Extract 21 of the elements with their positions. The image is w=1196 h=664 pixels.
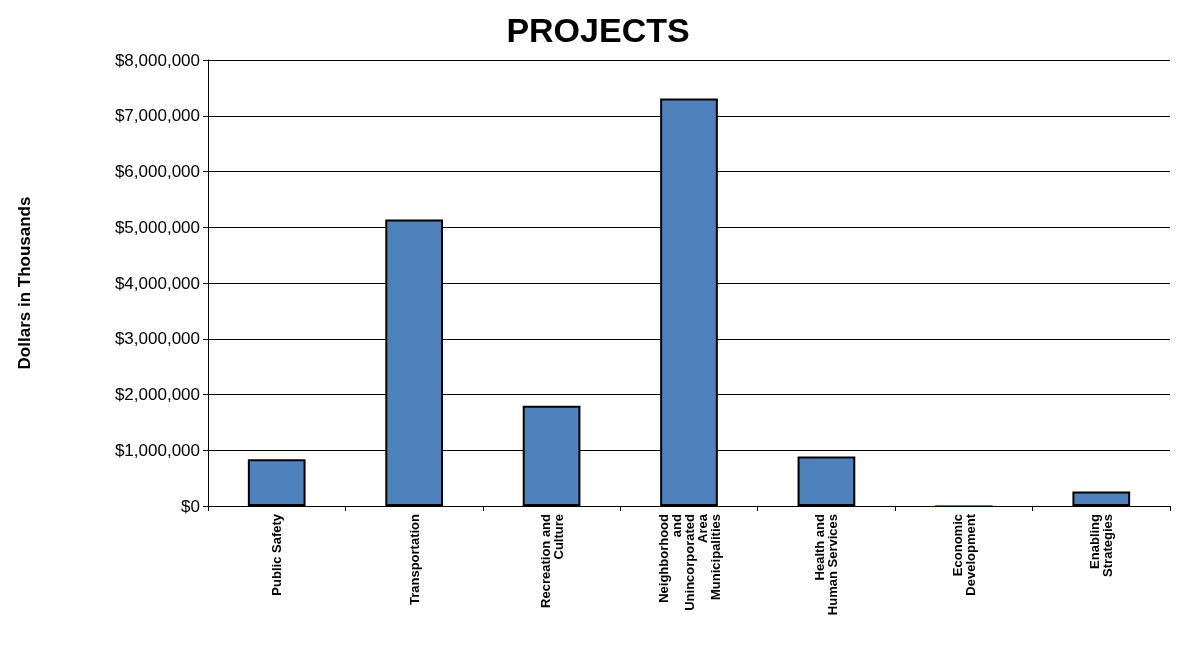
x-tick-label: Transportation [406,513,422,606]
bar [247,459,306,506]
y-tick-label: $3,000,000 [114,329,200,349]
y-tick-label: $7,000,000 [114,106,200,126]
y-axis-title: Dollars in Thousands [15,196,34,370]
x-tick-label: Enabling Strategies [1087,513,1116,577]
x-tick-label: Recreation and Culture [537,513,566,608]
x-tick-label: Neighborhood and Unincorporated Area Municipalities [655,513,723,611]
y-tick-label: $5,000,000 [114,217,200,237]
chart-title: PROJECTS [506,11,690,49]
x-tick-label: Economic Development [949,513,978,596]
bar [1072,491,1131,506]
y-tick-label: $4,000,000 [114,273,200,293]
x-tick-label: Public Safety [269,513,285,596]
x-tick-label: Health and Human Services [812,513,841,616]
bar [797,456,856,506]
y-tick-label: $0 [181,496,200,516]
y-tick-label: $6,000,000 [114,162,200,181]
y-tick-label: $2,000,000 [114,385,200,404]
y-tick-label: $1,000,000 [114,440,200,460]
y-tick-label: $8,000,000 [114,50,200,70]
